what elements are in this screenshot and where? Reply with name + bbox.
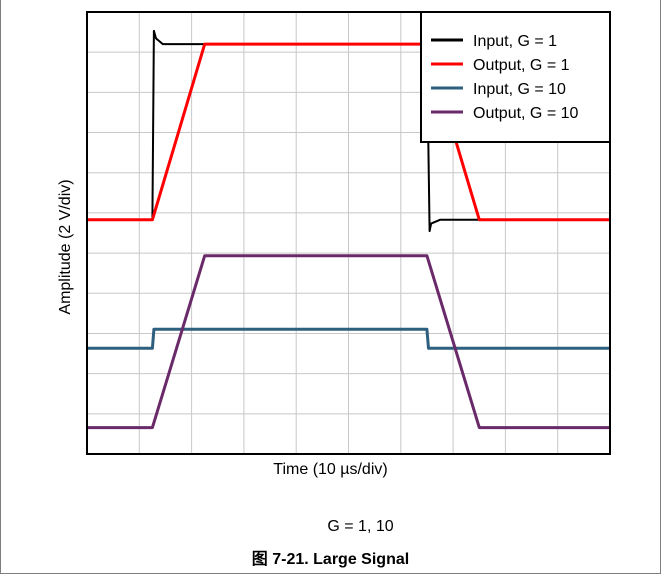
- series-line-4: [87, 254, 610, 430]
- plot-border: [86, 11, 611, 455]
- legend-label: Input, G = 1: [473, 33, 557, 50]
- legend-label: Input, G = 10: [473, 81, 566, 98]
- legend-label: Output, G = 1: [473, 57, 570, 74]
- series-line-2: [87, 42, 610, 222]
- figure-caption: 图 7-21. Large Signal: [251, 551, 410, 568]
- series-line-3: [87, 327, 610, 350]
- legend-label: Output, G = 10: [473, 105, 579, 122]
- legend: Input, G = 1 Output, G = 1 Input, G = 10 Ou…: [420, 11, 611, 143]
- x-axis-label: Time (10 µs/div): [273, 461, 388, 478]
- legend-box: [420, 11, 611, 143]
- series-group: [87, 29, 610, 430]
- y-axis-label: Amplitude (2 V/div): [57, 179, 74, 315]
- subtitle: G = 1, 10: [327, 518, 394, 535]
